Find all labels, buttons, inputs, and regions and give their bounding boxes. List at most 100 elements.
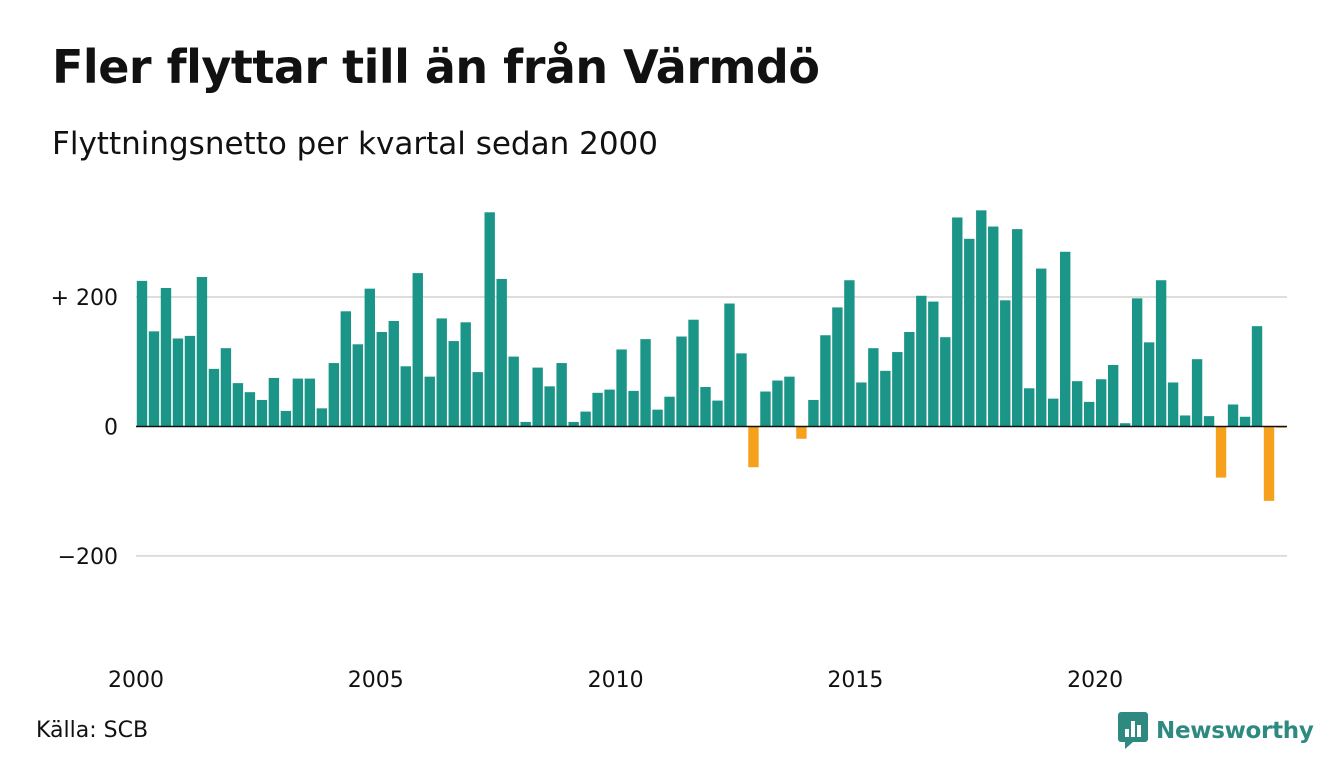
bar-positive bbox=[508, 356, 519, 427]
bar-positive bbox=[532, 367, 543, 427]
bar-positive bbox=[340, 311, 352, 427]
bar-positive bbox=[184, 335, 196, 427]
bar-positive bbox=[292, 378, 304, 427]
x-tick-label: 2015 bbox=[827, 668, 883, 693]
bar-positive bbox=[1048, 398, 1059, 427]
x-tick-label: 2005 bbox=[348, 668, 404, 693]
bar-positive bbox=[964, 238, 975, 427]
y-tick-label: 0 bbox=[104, 415, 118, 440]
bar-positive bbox=[628, 390, 639, 427]
bar-positive bbox=[664, 396, 675, 427]
bar-positive bbox=[928, 301, 939, 427]
bar-positive bbox=[376, 332, 387, 427]
bar-positive bbox=[940, 337, 951, 427]
bar-positive bbox=[496, 278, 507, 427]
brand-logo: Newsworthy bbox=[1118, 712, 1314, 750]
bar-negative bbox=[796, 426, 807, 439]
bar-chart: + 200 0 −200 2000 2005 2010 2015 2020 bbox=[51, 210, 1287, 693]
bar-positive bbox=[1155, 280, 1167, 427]
bar-positive bbox=[604, 389, 615, 427]
y-tick-label: −200 bbox=[58, 545, 118, 570]
bar-positive bbox=[1119, 423, 1131, 427]
brand-name: Newsworthy bbox=[1156, 718, 1314, 744]
bar-positive bbox=[268, 377, 280, 427]
source-note: Källa: SCB bbox=[36, 718, 149, 743]
bar-positive bbox=[520, 421, 531, 427]
bar-positive bbox=[976, 210, 987, 427]
bar-positive bbox=[1131, 298, 1143, 427]
bar-positive bbox=[460, 322, 471, 427]
bar-positive bbox=[892, 352, 903, 427]
newsworthy-logo-icon bbox=[1118, 712, 1148, 749]
bar-positive bbox=[700, 387, 711, 427]
bar-positive bbox=[316, 408, 328, 427]
bar-positive bbox=[1203, 416, 1215, 427]
bar-positive bbox=[448, 341, 459, 427]
bar-positive bbox=[580, 411, 591, 427]
bar-positive bbox=[160, 288, 172, 427]
bar-positive bbox=[1239, 416, 1251, 427]
bar-positive bbox=[772, 380, 783, 427]
bar-positive bbox=[1191, 359, 1203, 427]
bar-positive bbox=[760, 391, 771, 427]
bar-positive bbox=[1012, 229, 1023, 427]
bar-positive bbox=[808, 399, 819, 427]
bar-positive bbox=[952, 217, 963, 427]
bar-positive bbox=[676, 336, 687, 427]
bar-positive bbox=[280, 410, 292, 427]
bar-positive bbox=[1167, 382, 1179, 427]
y-tick-label: + 200 bbox=[51, 286, 118, 311]
bar-positive bbox=[688, 319, 699, 427]
chart-subtitle: Flyttningsnetto per kvartal sedan 2000 bbox=[52, 126, 658, 162]
bar-positive bbox=[988, 226, 999, 427]
bar-positive bbox=[136, 280, 148, 427]
bar-positive bbox=[736, 353, 747, 427]
x-tick-label: 2000 bbox=[108, 668, 164, 693]
bar-negative bbox=[1263, 426, 1275, 501]
bar-positive bbox=[196, 277, 208, 427]
bar-positive bbox=[220, 348, 232, 427]
bar-positive bbox=[616, 349, 627, 427]
x-tick-label: 2010 bbox=[588, 668, 644, 693]
bar-positive bbox=[820, 335, 831, 427]
bar-positive bbox=[652, 409, 663, 427]
bar-positive bbox=[712, 400, 723, 427]
bar-positive bbox=[784, 376, 795, 427]
bar-positive bbox=[832, 307, 843, 427]
bar-positive bbox=[1251, 326, 1263, 427]
bar-negative bbox=[1215, 426, 1227, 478]
bar-positive bbox=[1179, 415, 1191, 427]
bar-positive bbox=[436, 318, 447, 427]
x-tick-label: 2020 bbox=[1067, 668, 1123, 693]
bar-positive bbox=[232, 383, 244, 427]
bar-positive bbox=[916, 295, 927, 427]
bar-positive bbox=[1000, 300, 1011, 427]
bar-positive bbox=[556, 363, 567, 427]
bar-positive bbox=[724, 303, 735, 427]
bar-positive bbox=[172, 338, 184, 427]
bar-positive bbox=[1095, 379, 1107, 427]
bar-positive bbox=[472, 372, 483, 427]
bar-positive bbox=[352, 344, 363, 427]
bar-positive bbox=[1227, 404, 1239, 427]
bar-positive bbox=[424, 376, 435, 427]
bar-positive bbox=[244, 392, 256, 427]
bar-positive bbox=[904, 332, 915, 427]
bar-positive bbox=[844, 280, 855, 427]
bar-positive bbox=[880, 370, 891, 427]
bar-positive bbox=[592, 392, 603, 427]
bar-positive bbox=[568, 421, 579, 427]
bar-positive bbox=[412, 273, 423, 427]
bar-positive bbox=[1024, 388, 1035, 427]
bar-positive bbox=[640, 339, 651, 427]
bar-positive bbox=[148, 331, 160, 427]
bar-positive bbox=[328, 363, 340, 427]
bar-positive bbox=[868, 348, 879, 427]
bar-positive bbox=[388, 321, 399, 427]
bar-negative bbox=[748, 426, 759, 468]
bar-positive bbox=[1071, 381, 1083, 427]
bar-positive bbox=[1107, 365, 1119, 427]
bar-positive bbox=[484, 212, 495, 427]
bar-positive bbox=[400, 366, 411, 427]
bar-positive bbox=[304, 378, 316, 427]
